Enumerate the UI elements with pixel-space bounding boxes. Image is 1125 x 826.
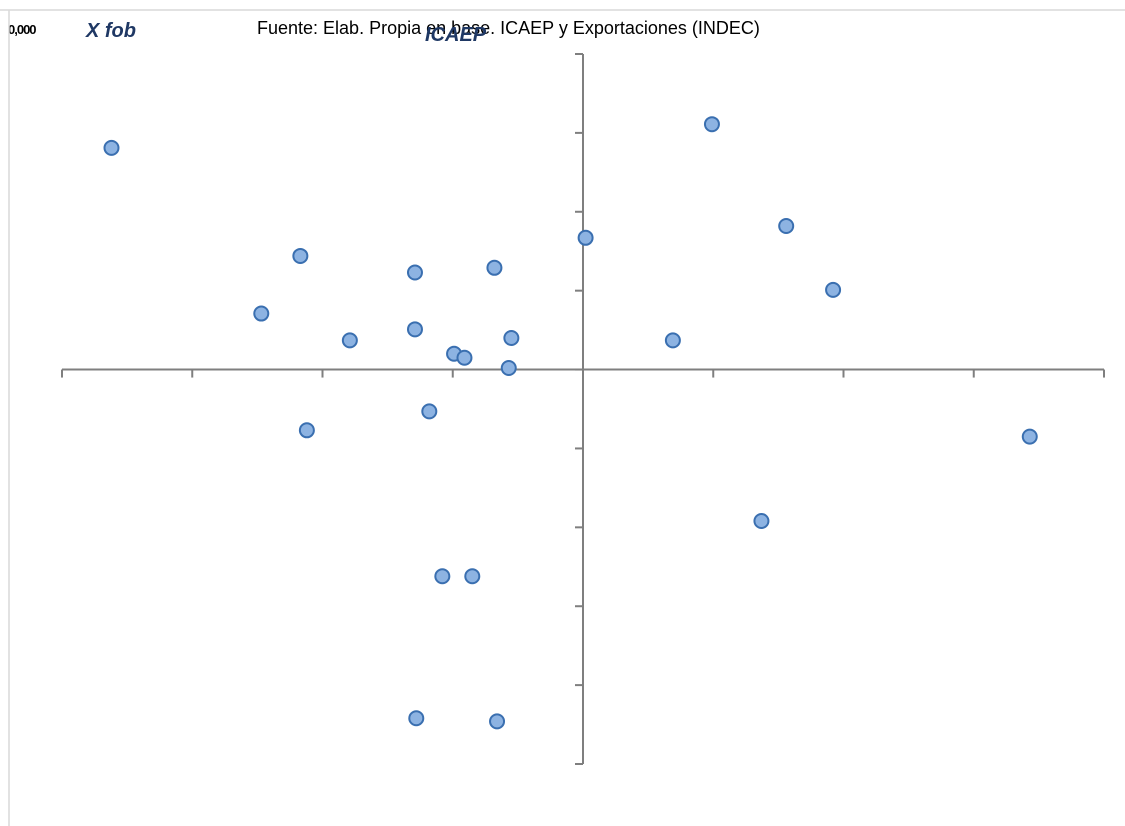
- data-point: [406, 321, 423, 338]
- data-point: [408, 710, 425, 727]
- data-point: [421, 403, 438, 420]
- y-axis-title: ICAEP: [425, 24, 487, 46]
- data-point: [577, 229, 594, 246]
- source-note: Fuente: Elab. Propia en base. ICAEP y Ex…: [257, 18, 760, 38]
- data-point: [753, 513, 770, 530]
- x-axis-title: X fob: [86, 20, 136, 42]
- data-point: [341, 332, 358, 349]
- data-point: [406, 264, 423, 281]
- data-point: [489, 713, 506, 730]
- data-point: [486, 259, 503, 276]
- data-point: [503, 330, 520, 346]
- data-point: [434, 568, 451, 585]
- data-point: [103, 139, 120, 156]
- data-point: [664, 332, 681, 349]
- data-point: [298, 422, 315, 439]
- overlapping-tick-labels: 0,000: [8, 22, 37, 37]
- data-point: [778, 217, 795, 234]
- data-point: [500, 359, 517, 376]
- data-point: [292, 247, 309, 264]
- data-point: [456, 349, 473, 366]
- data-point: [825, 281, 842, 298]
- data-point: [1021, 428, 1038, 445]
- data-point: [703, 116, 720, 133]
- data-point: [253, 305, 270, 322]
- data-point: [464, 568, 481, 585]
